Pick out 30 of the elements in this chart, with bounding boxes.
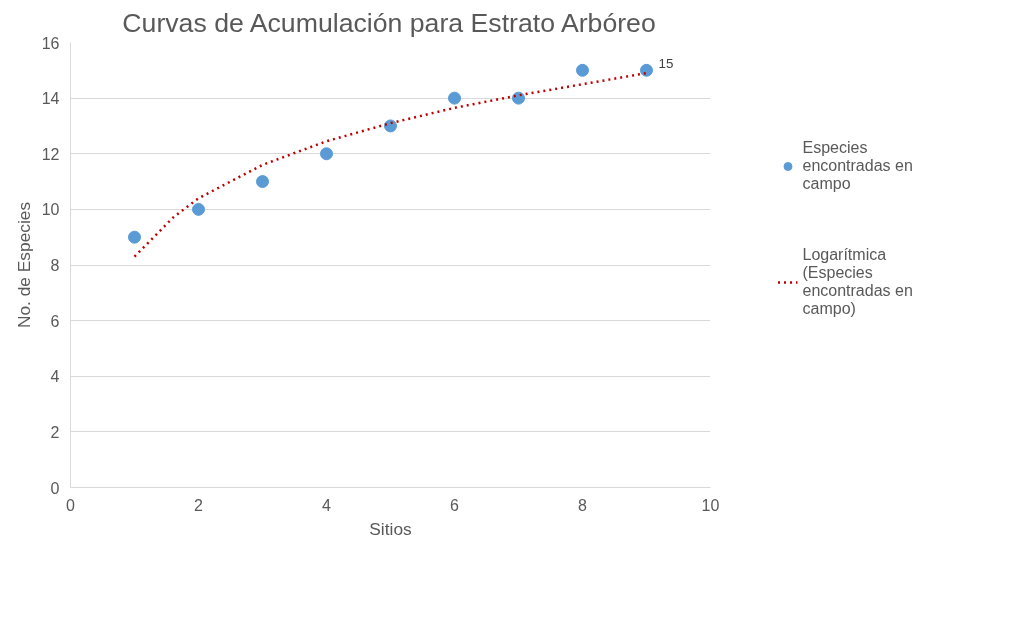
x-axis-title: Sitios xyxy=(369,518,413,539)
x-tick-label: 10 xyxy=(701,496,720,514)
point xyxy=(448,91,461,105)
y-tick-label: 16 xyxy=(41,34,60,52)
x-tick-label: 4 xyxy=(322,496,332,514)
y-axis-title: No. de Especies xyxy=(13,201,34,329)
x-tick-label: 2 xyxy=(194,496,204,514)
point xyxy=(256,175,269,189)
legend-label: Especies encontradas en campo xyxy=(802,138,914,195)
point xyxy=(320,147,333,161)
y-tick-label: 2 xyxy=(50,423,60,441)
y-tick-label: 14 xyxy=(41,90,60,108)
point xyxy=(576,63,589,77)
chart-title: Curvas de Acumulación para Estrato Arbóreo xyxy=(122,7,656,38)
data-label: 15 xyxy=(658,56,674,72)
point xyxy=(384,119,397,133)
point xyxy=(192,202,205,216)
y-tick-label: 8 xyxy=(50,257,60,274)
y-tick-label: 4 xyxy=(50,368,60,386)
x-tick-label: 8 xyxy=(578,496,588,514)
point xyxy=(128,230,141,244)
x-tick-label: 0 xyxy=(66,496,76,514)
x-tick-label: 6 xyxy=(450,496,460,514)
y-tick-label: 6 xyxy=(50,312,60,330)
y-tick-label: 0 xyxy=(50,479,60,497)
point xyxy=(512,91,525,105)
y-tick-label: 12 xyxy=(41,145,60,163)
y-tick-label: 10 xyxy=(41,201,60,219)
point xyxy=(640,63,653,77)
legend-label: Logarítmica (Especies encontradas en campo) xyxy=(802,246,914,319)
